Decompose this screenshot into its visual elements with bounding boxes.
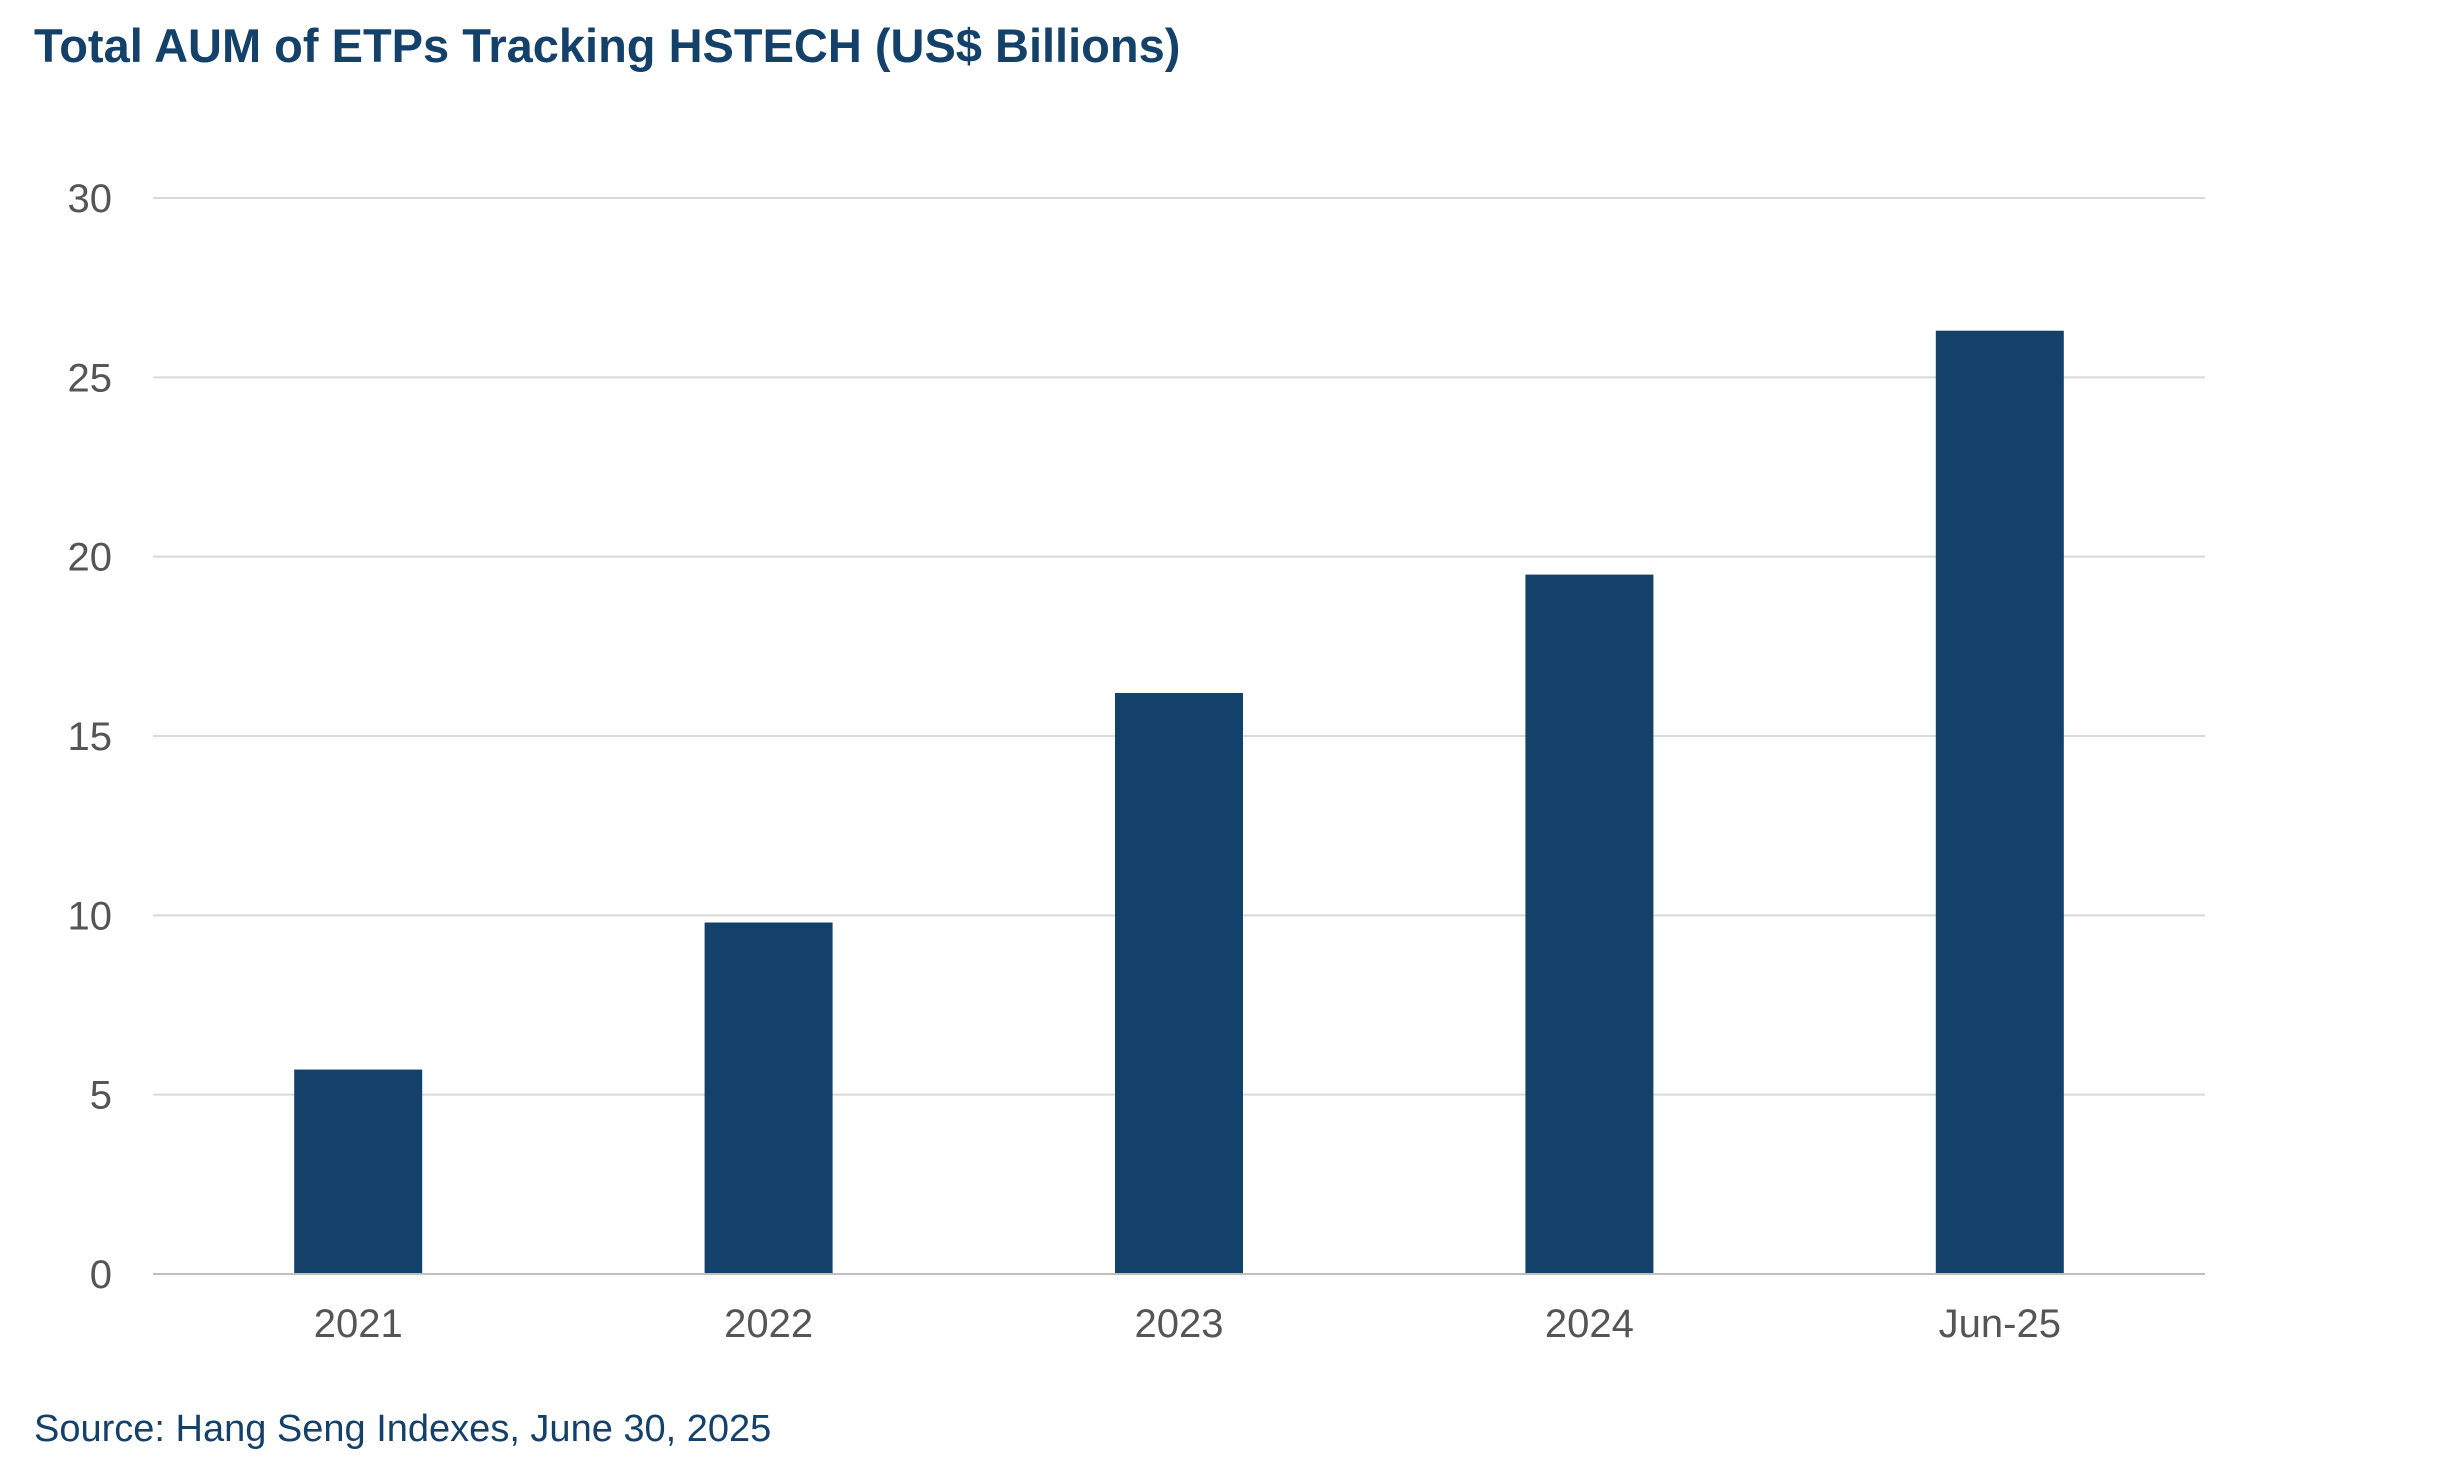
y-axis-ticks: 0 5 10 15 20 25 30: [68, 177, 113, 1297]
chart-title: Total AUM of ETPs Tracking HSTECH (US$ B…: [34, 19, 1181, 72]
bar-2023: [1115, 692, 1243, 1274]
y-tick-label: 10: [68, 894, 113, 938]
y-tick-label: 5: [90, 1074, 112, 1118]
y-tick-label: 0: [90, 1253, 112, 1297]
x-tick-label: 2022: [724, 1302, 813, 1346]
y-tick-label: 25: [68, 356, 113, 400]
bar-2021: [294, 1069, 423, 1274]
source-note: Source: Hang Seng Indexes, June 30, 2025: [34, 1408, 772, 1450]
y-tick-label: 30: [68, 177, 113, 221]
bars: [294, 330, 2064, 1274]
x-tick-label: 2021: [314, 1302, 403, 1346]
bar-2022: [704, 922, 833, 1274]
bar-jun-25: [1935, 330, 2064, 1274]
x-axis-ticks: 2021 2022 2023 2024 Jun-25: [314, 1302, 2061, 1346]
y-tick-label: 20: [68, 536, 113, 580]
x-tick-label: 2024: [1545, 1302, 1634, 1346]
y-tick-label: 15: [68, 715, 113, 759]
x-tick-label: Jun-25: [1939, 1302, 2061, 1346]
x-tick-label: 2023: [1135, 1302, 1224, 1346]
bar-2024: [1525, 574, 1654, 1274]
